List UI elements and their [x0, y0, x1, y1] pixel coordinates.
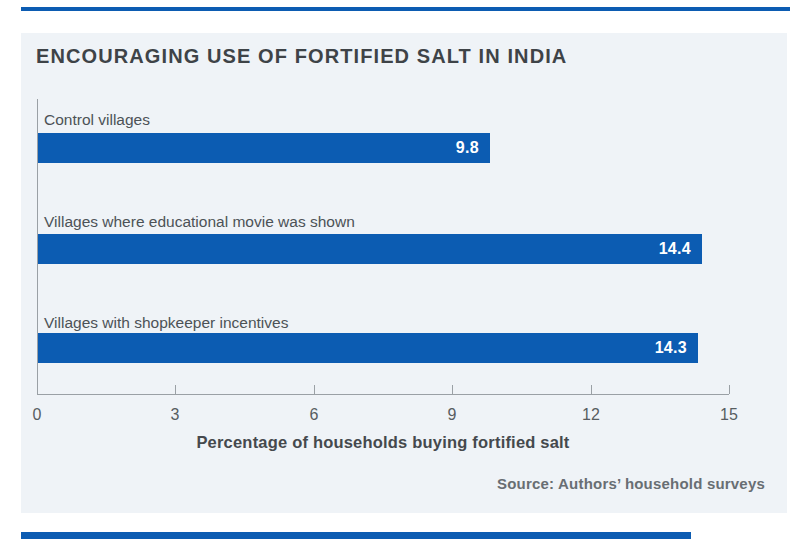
category-label: Villages where educational movie was sho…: [44, 213, 355, 231]
figure-bottom-rule: [21, 532, 691, 539]
source-note: Source: Authors’ household surveys: [497, 475, 765, 492]
x-axis-title: Percentage of households buying fortifie…: [37, 433, 729, 452]
tick-mark: [314, 385, 315, 394]
tick-label: 12: [569, 406, 613, 424]
figure-canvas: { "figure": { "title": "ENCOURAGING USE …: [0, 0, 800, 550]
tick-label: 0: [15, 406, 59, 424]
tick-mark: [729, 385, 730, 394]
bar-value-label: 14.4: [659, 240, 691, 258]
category-label: Villages with shopkeeper incentives: [44, 314, 288, 332]
bar-value-label: 14.3: [655, 339, 687, 357]
bar: 14.4: [38, 234, 702, 264]
x-axis-line: [37, 394, 729, 395]
chart-card: ENCOURAGING USE OF FORTIFIED SALT IN IND…: [21, 33, 787, 513]
tick-mark: [452, 385, 453, 394]
tick-mark: [175, 385, 176, 394]
tick-label: 9: [430, 406, 474, 424]
bar: 9.8: [38, 133, 490, 163]
tick-label: 3: [153, 406, 197, 424]
tick-label: 6: [292, 406, 336, 424]
bar: 14.3: [38, 333, 698, 363]
figure-top-rule: [21, 7, 790, 11]
chart-title: ENCOURAGING USE OF FORTIFIED SALT IN IND…: [36, 45, 567, 68]
tick-label: 15: [707, 406, 751, 424]
bar-value-label: 9.8: [456, 139, 479, 157]
category-label: Control villages: [44, 111, 150, 129]
tick-mark: [591, 385, 592, 394]
